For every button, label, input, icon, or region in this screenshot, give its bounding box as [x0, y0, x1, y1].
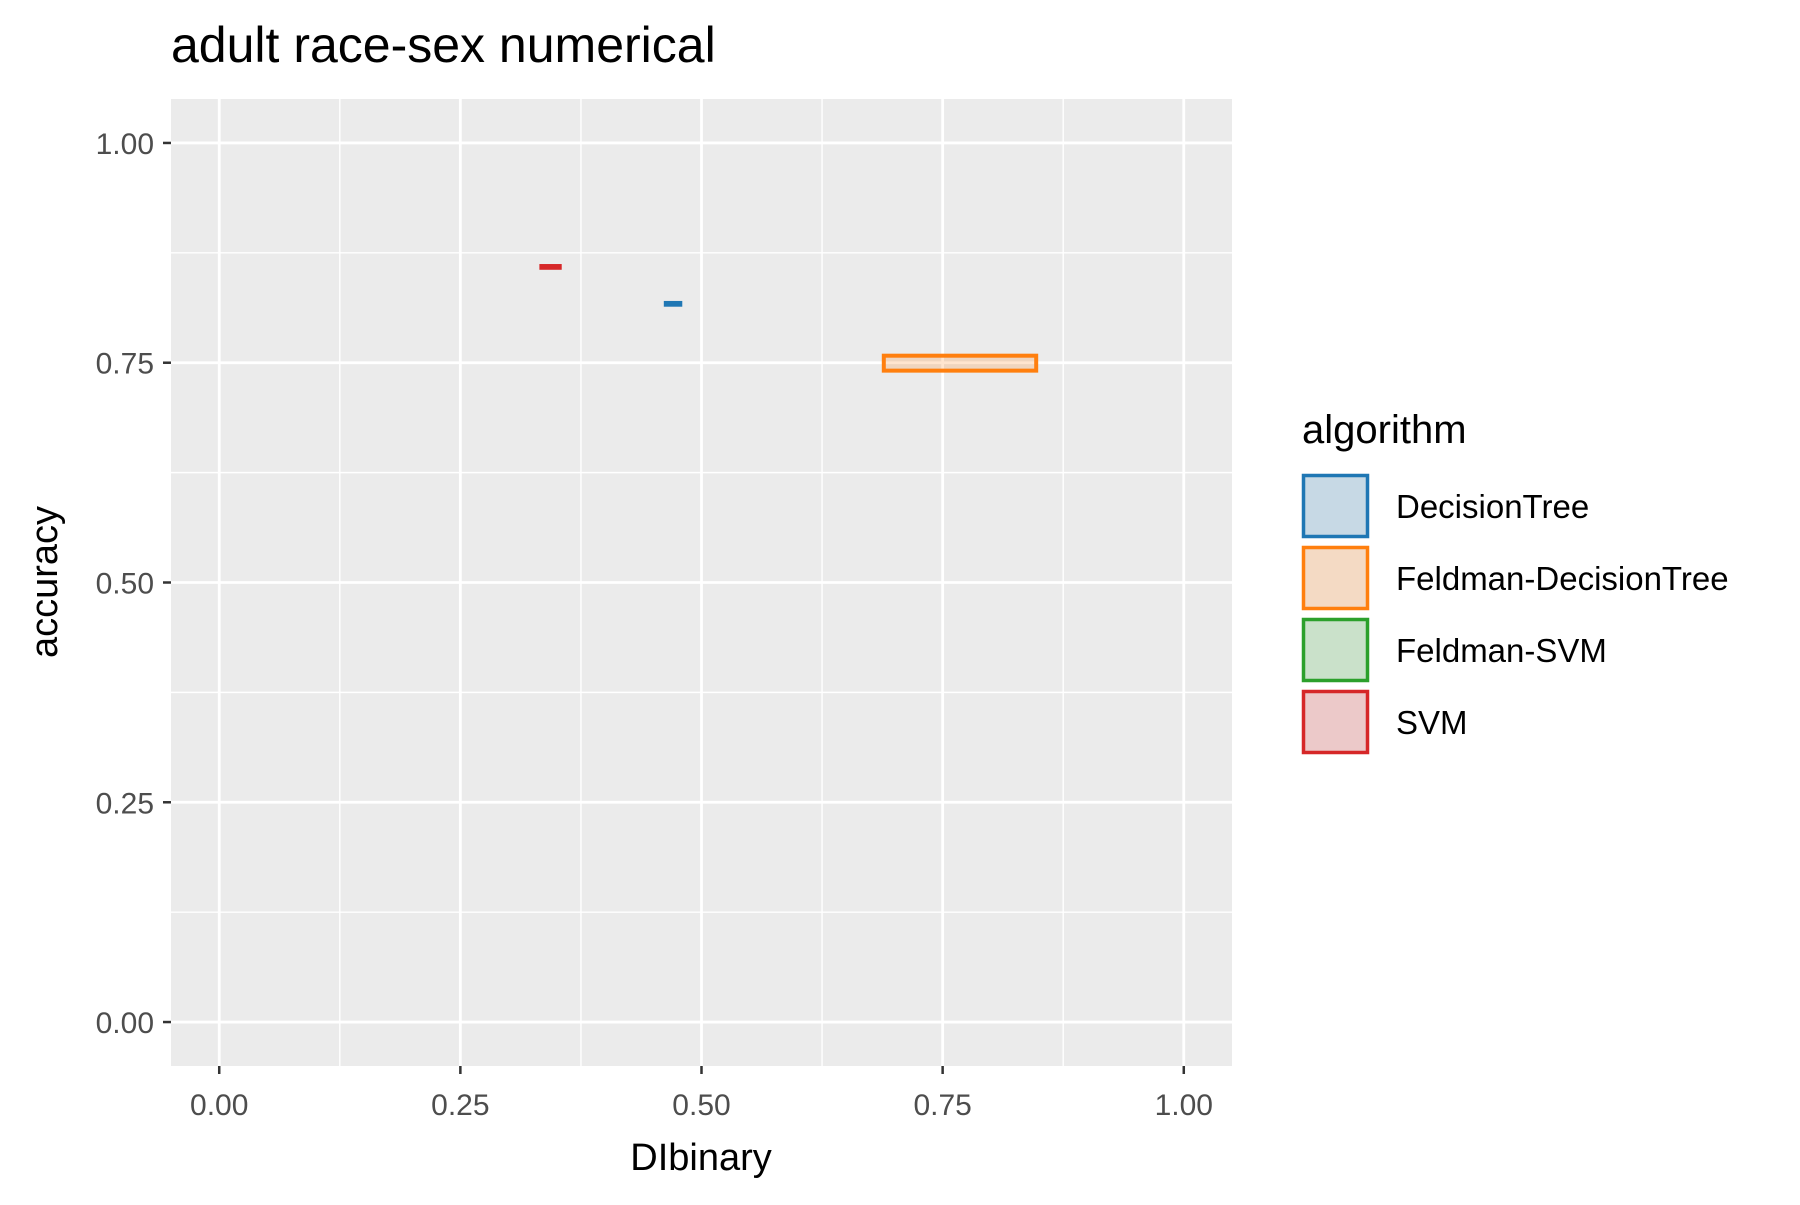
legend-key-background	[1302, 618, 1369, 682]
legend-label-decisiontree: DecisionTree	[1396, 488, 1589, 525]
grid-major	[171, 99, 1232, 1066]
x-tick-label: 1.00	[1155, 1089, 1213, 1122]
legend-label-feldman-svm: Feldman-SVM	[1396, 632, 1607, 669]
y-axis: 0.00 0.25 0.50 0.75 1.00	[96, 128, 171, 1040]
legend-swatch-svm	[1301, 689, 1370, 755]
legend-swatch-feldman-decisiontree	[1301, 545, 1370, 611]
legend-swatch-decisiontree	[1301, 473, 1370, 539]
legend-key-background	[1302, 546, 1369, 610]
legend-key-background	[1302, 690, 1369, 754]
x-tick-label: 0.50	[672, 1089, 730, 1122]
y-tick-label: 1.00	[96, 128, 154, 161]
y-tick-label: 0.25	[96, 787, 154, 820]
y-tick-label: 0.00	[96, 1007, 154, 1040]
y-tick-label: 0.75	[96, 348, 154, 381]
data-marks	[539, 264, 1039, 373]
y-axis-title: accuracy	[24, 506, 66, 658]
x-tick-label: 0.75	[913, 1089, 971, 1122]
x-axis: 0.00 0.25 0.50 0.75 1.00	[190, 1066, 1213, 1122]
legend-key-background	[1302, 474, 1369, 538]
x-axis-title: DIbinary	[630, 1137, 772, 1179]
data-rect-decisiontree	[663, 300, 683, 307]
data-rect-svm	[539, 264, 562, 270]
x-tick-label: 0.25	[431, 1089, 489, 1122]
y-tick-label: 0.50	[96, 568, 154, 601]
chart-title: adult race-sex numerical	[171, 17, 716, 73]
x-tick-label: 0.00	[190, 1089, 248, 1122]
legend-label-svm: SVM	[1396, 704, 1468, 741]
data-rect-feldman-decisiontree	[881, 353, 1039, 373]
legend: algorithm DecisionTree Feldman-DecisionTr…	[1301, 408, 1729, 755]
legend-swatch-feldman-svm	[1301, 617, 1370, 683]
legend-label-feldman-decisiontree: Feldman-DecisionTree	[1396, 560, 1729, 597]
legend-title: algorithm	[1302, 408, 1467, 452]
